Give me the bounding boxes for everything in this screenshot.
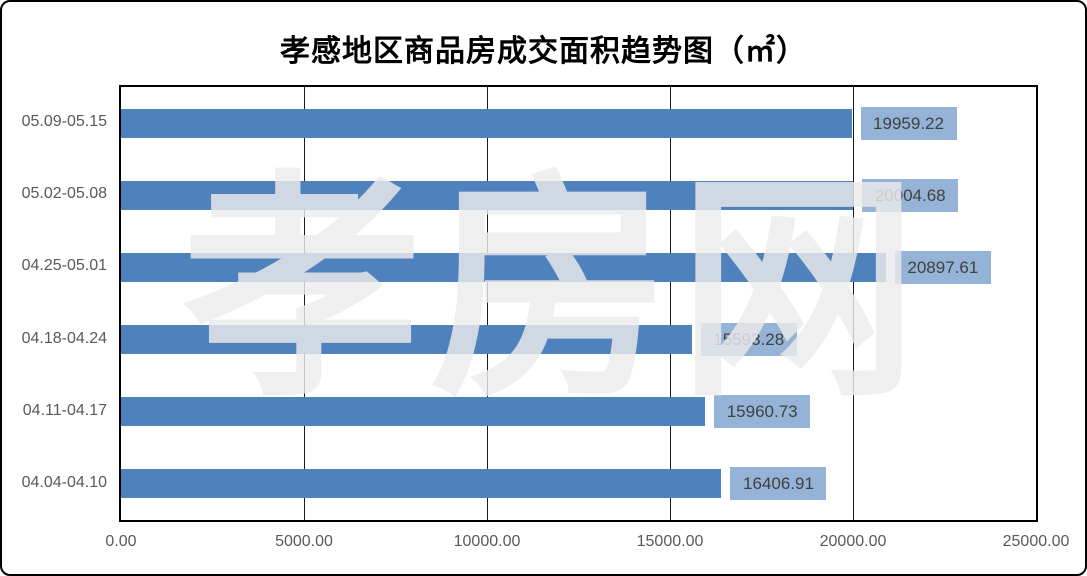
category-label: 05.02-05.08	[21, 185, 107, 203]
gridline	[304, 87, 305, 520]
x-tick-label: 5000.00	[275, 533, 333, 550]
value-label: 16406.91	[730, 467, 827, 501]
gridline	[670, 87, 671, 520]
bar	[121, 325, 692, 355]
value-label: 15593.28	[700, 323, 797, 357]
value-label: 20897.61	[894, 250, 991, 284]
plot-area: 19959.22 20004.68 20897.61 15593.28 15960.73…	[119, 85, 1038, 522]
bar	[121, 397, 706, 427]
value-label: 15960.73	[714, 395, 811, 429]
x-tick-label: 20000.00	[819, 533, 887, 550]
x-tick-label: 25000.00	[1002, 533, 1070, 550]
bar	[121, 252, 886, 282]
category-label: 04.25-05.01	[21, 257, 107, 275]
value-label: 20004.68	[862, 178, 959, 212]
bar	[121, 180, 854, 210]
gridline	[853, 87, 854, 520]
category-label: 05.09-05.15	[21, 113, 107, 131]
chart-title: 孝感地区商品房成交面积趋势图（㎡）	[280, 35, 807, 68]
bar	[121, 108, 852, 138]
bar	[121, 469, 722, 499]
value-label: 19959.22	[860, 106, 957, 140]
x-tick-label: 15000.00	[636, 533, 704, 550]
x-tick-label: 0.00	[105, 533, 137, 550]
category-label: 04.11-04.17	[22, 401, 107, 419]
category-label: 04.18-04.24	[21, 329, 107, 347]
category-axis: 05.09-05.15 05.02-05.08 04.25-05.01 04.18-0…	[2, 85, 107, 522]
gridline	[487, 87, 488, 520]
x-tick-label: 10000.00	[453, 533, 521, 550]
category-label: 04.04-04.10	[21, 473, 107, 491]
value-axis: 0.00 5000.00 10000.00 15000.00 20000.00 25000…	[105, 526, 1069, 560]
